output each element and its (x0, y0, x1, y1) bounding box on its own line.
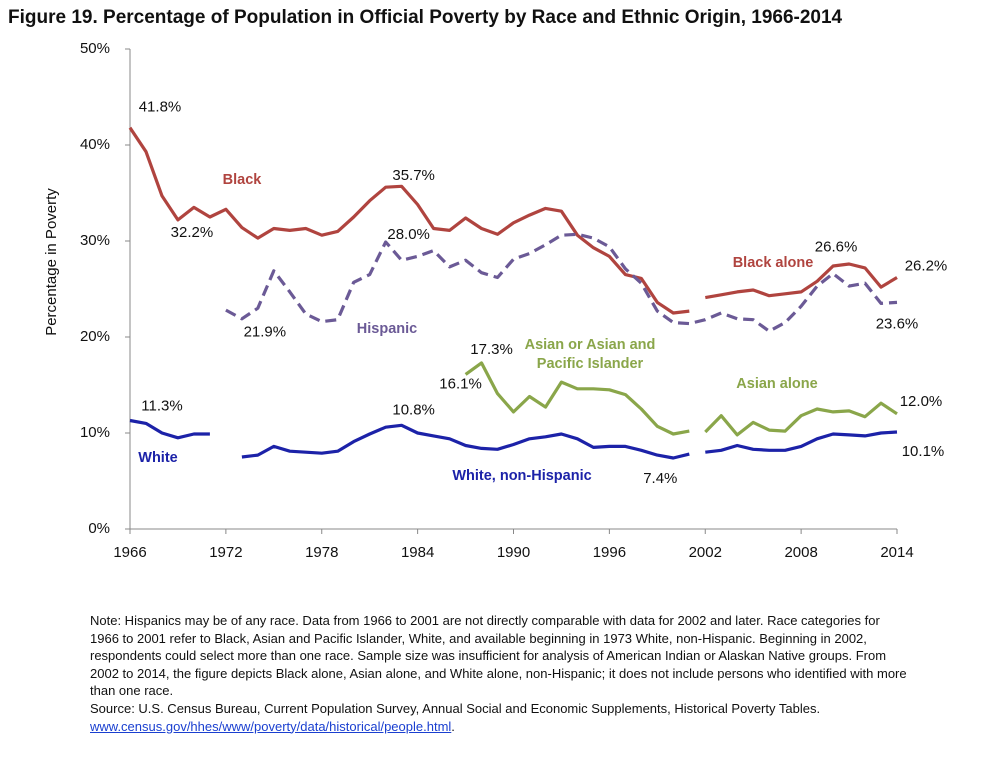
data-label: 32.2% (171, 224, 214, 241)
series-line (129, 418, 210, 440)
y-tick-label: 30% (80, 232, 110, 249)
data-label: 35.7% (392, 167, 435, 184)
source: Source: U.S. Census Bureau, Current Popu… (90, 700, 821, 716)
series-label: Hispanic (357, 321, 417, 337)
x-tick-label: 2014 (880, 544, 913, 561)
series-label: White, non-Hispanic (452, 468, 591, 484)
x-tick-label: 1996 (593, 544, 626, 561)
y-tick-label: 0% (88, 520, 110, 537)
data-label: 16.1% (439, 375, 482, 392)
series-label: White (138, 450, 177, 466)
y-tick-label: 20% (80, 328, 110, 345)
data-label: 21.9% (244, 324, 287, 341)
data-label: 41.8% (139, 99, 182, 116)
series-label: Black (223, 172, 263, 188)
x-tick-label: 1990 (497, 544, 530, 561)
data-label: 12.0% (900, 393, 943, 410)
y-tick-label: 50% (80, 40, 110, 57)
data-label: 10.8% (392, 401, 435, 418)
data-label: 26.6% (815, 239, 858, 256)
data-label: 28.0% (387, 226, 430, 243)
x-tick-label: 2008 (784, 544, 817, 561)
data-label: 26.2% (905, 257, 948, 274)
source-link[interactable]: www.census.gov/hhes/www/poverty/data/his… (90, 718, 452, 734)
series-line (705, 262, 898, 300)
x-tick-label: 1972 (209, 544, 242, 561)
notes: Note: Hispanics may be of any race. Data… (90, 612, 910, 735)
series-label: Asian or Asian and Pacific Islander (524, 337, 656, 372)
data-label: 11.3% (141, 397, 182, 414)
x-tick-label: 1984 (401, 544, 434, 561)
chart-title: Figure 19. Percentage of Population in O… (8, 7, 843, 28)
x-tick-label: 1978 (305, 544, 338, 561)
y-tick-label: 40% (80, 136, 110, 153)
data-label: 7.4% (643, 470, 677, 487)
x-tick-label: 2002 (689, 544, 722, 561)
series-line (464, 361, 690, 436)
data-label: 17.3% (470, 341, 513, 358)
note: Note: Hispanics may be of any race. Data… (90, 613, 907, 699)
series-line (704, 401, 898, 437)
x-tick-label: 1966 (113, 544, 146, 561)
series-line (128, 126, 690, 315)
series-label: Asian alone (736, 376, 817, 392)
y-tick-label: 10% (80, 424, 110, 441)
series-label: Black alone (733, 255, 814, 271)
y-axis-label: Percentage in Poverty (43, 188, 60, 336)
series-line (241, 423, 690, 460)
data-label: 10.1% (902, 443, 945, 460)
chart: Figure 19. Percentage of Population in O… (8, 7, 948, 561)
series-line (225, 232, 898, 333)
data-label: 23.6% (876, 315, 919, 332)
series-line (705, 430, 898, 454)
